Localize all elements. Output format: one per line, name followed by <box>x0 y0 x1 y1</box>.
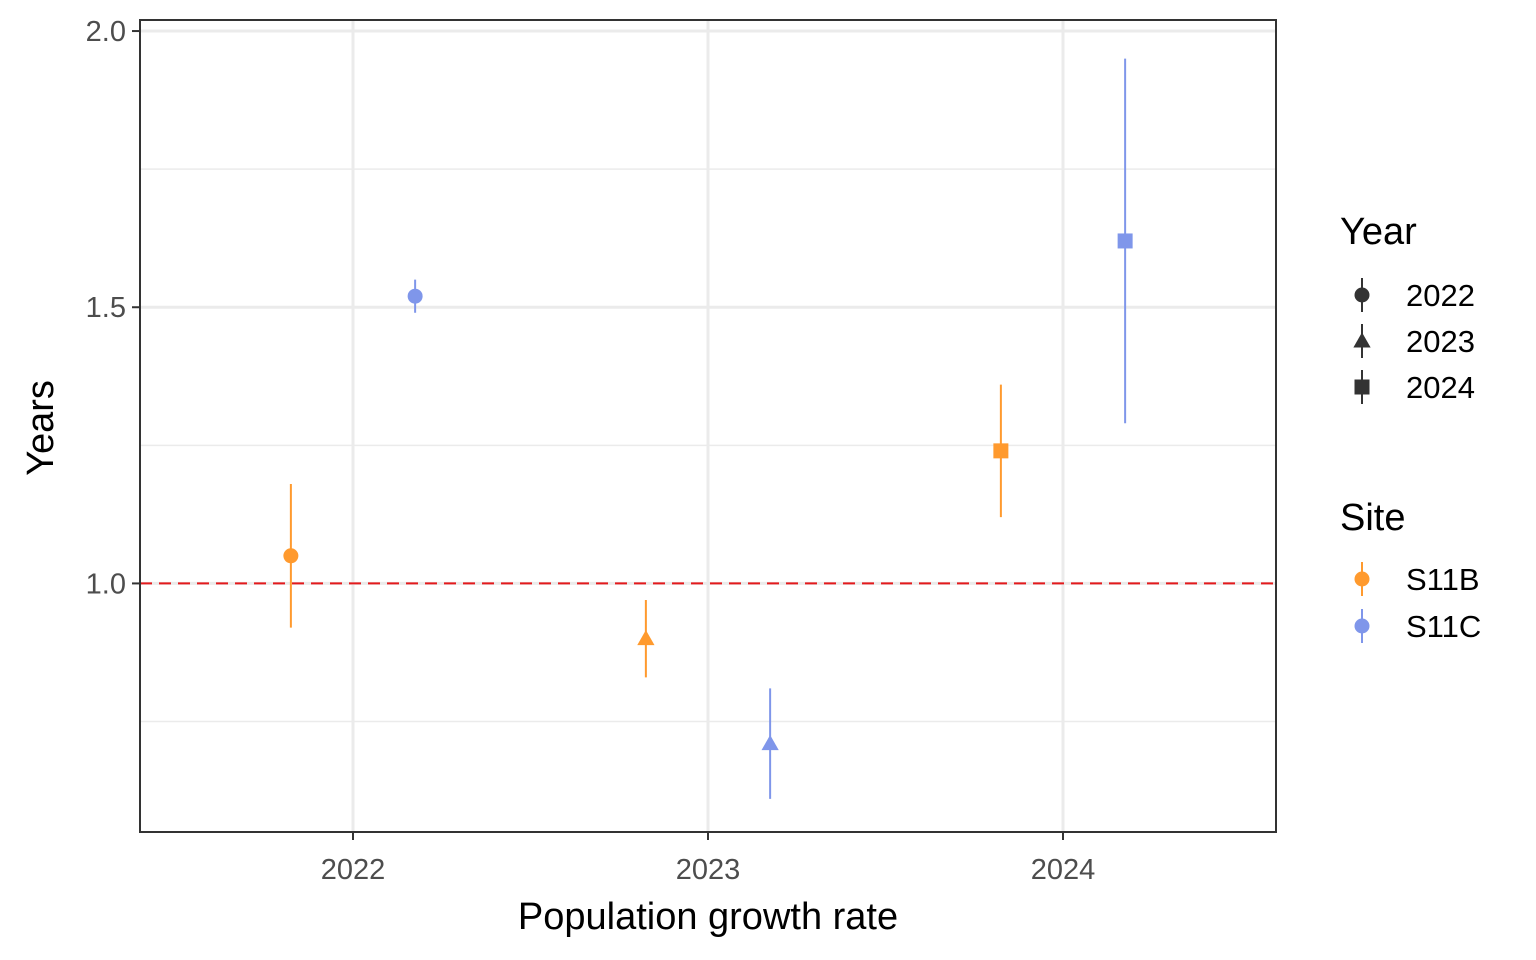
data-point <box>283 548 299 564</box>
x-tick-label: 2023 <box>676 854 741 886</box>
legend-key-circle <box>1354 618 1370 634</box>
x-axis-title: Population growth rate <box>518 896 898 938</box>
data-point <box>407 288 423 304</box>
legend-label: 2023 <box>1406 324 1475 359</box>
legend-key-square <box>1354 379 1370 395</box>
data-point <box>1117 233 1133 249</box>
legend-label: 2022 <box>1406 278 1475 313</box>
grid <box>140 20 1276 832</box>
x-tick-label: 2024 <box>1031 854 1096 886</box>
legend-label: S11B <box>1406 562 1480 597</box>
data-point <box>637 630 655 646</box>
data-layer <box>283 58 1133 799</box>
axes: 1.0 1.5 2.0 2022 2023 2024 <box>86 16 1096 886</box>
legend-label: 2024 <box>1406 370 1475 405</box>
legend-key-circle <box>1354 571 1370 587</box>
data-point <box>761 734 779 751</box>
y-tick-label: 1.0 <box>86 568 126 600</box>
legend-key-triangle <box>1353 332 1371 348</box>
legend-label: S11C <box>1406 609 1481 644</box>
legend-key-circle <box>1354 287 1370 303</box>
y-tick-label: 1.5 <box>86 292 126 324</box>
data-point <box>993 443 1009 459</box>
x-tick-label: 2022 <box>321 854 386 886</box>
legend-title-site: Site <box>1340 497 1405 539</box>
y-tick-label: 2.0 <box>86 16 126 48</box>
y-axis-title: Years <box>20 380 62 476</box>
legend-title-year: Year <box>1340 211 1417 253</box>
